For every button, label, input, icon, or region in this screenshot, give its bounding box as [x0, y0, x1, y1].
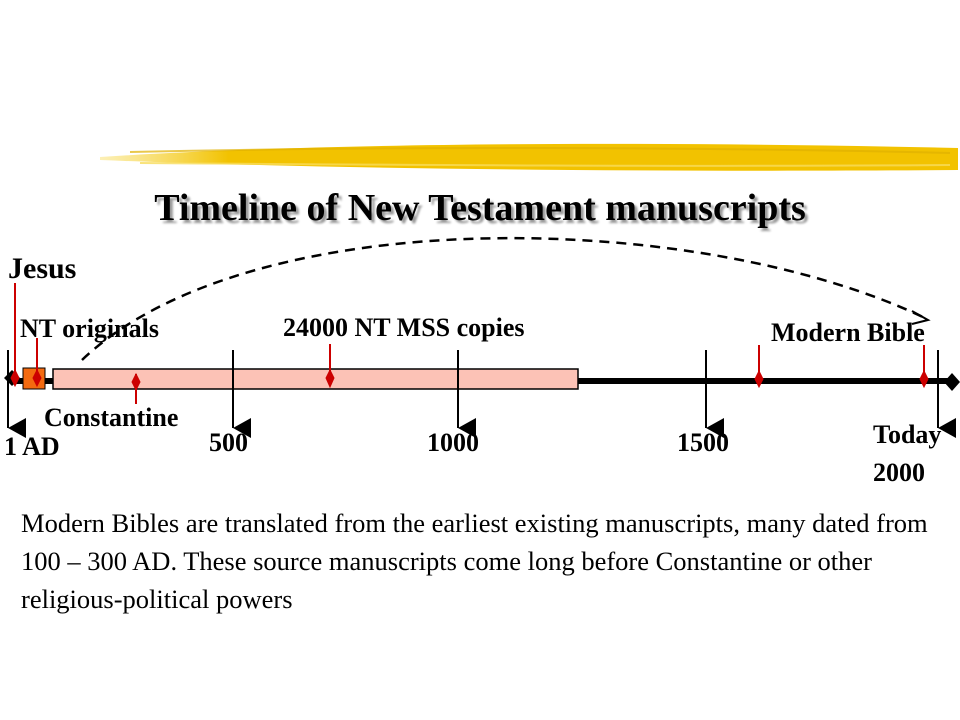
- label-modern-bible: Modern Bible: [771, 318, 925, 347]
- label-jesus: Jesus: [8, 252, 77, 285]
- tick-label-1500: 1500: [677, 428, 729, 457]
- axis-end-diamond: [944, 373, 960, 391]
- tick-label-500: 500: [209, 428, 248, 457]
- tick-label-1ad: 1 AD: [4, 432, 60, 461]
- tick-label-1000: 1000: [427, 428, 479, 457]
- transmission-arc: [81, 236, 926, 361]
- slide-title: Timeline of New Testament manuscripts: [154, 187, 806, 229]
- label-mss-copies: 24000 NT MSS copies: [283, 313, 525, 342]
- tick-label-2000: 2000: [873, 458, 925, 487]
- label-constantine: Constantine: [44, 403, 179, 432]
- copies-bar: [52, 368, 579, 390]
- body-paragraph: Modern Bibles are translated from the ea…: [21, 508, 928, 614]
- tick-label-today: Today: [873, 420, 942, 449]
- arc-arrowhead: [911, 310, 931, 325]
- label-nt-originals: NT originals: [20, 314, 159, 343]
- brush-stroke-decoration: [100, 143, 958, 171]
